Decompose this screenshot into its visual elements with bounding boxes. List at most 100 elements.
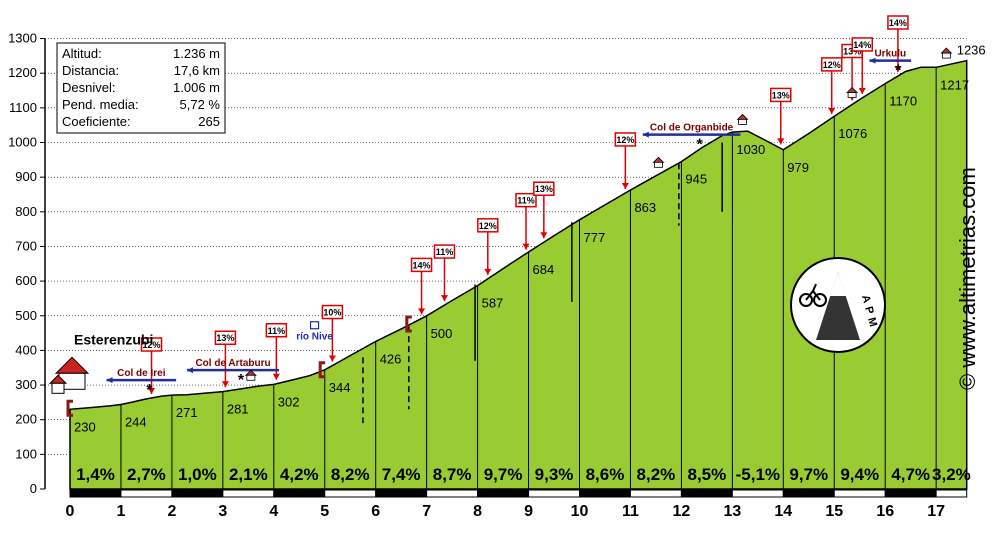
apm-logo: APM: [790, 257, 886, 353]
x-tick-label: 11: [622, 503, 639, 520]
stat-value-coefficient: 265: [198, 114, 220, 129]
arrow-head-icon: [777, 138, 785, 145]
arrow-head-icon: [484, 268, 492, 275]
grade-box-label: 14%: [889, 18, 907, 28]
km-bar-segment: [629, 489, 682, 498]
stat-label-altitude: Altitud:: [62, 46, 102, 61]
km-bar-segment: [273, 489, 326, 498]
x-tick-label: 4: [269, 503, 278, 520]
y-tick-label: 900: [15, 169, 37, 184]
km-altitude-label: 281: [227, 402, 249, 417]
y-tick-label: 1300: [8, 31, 37, 46]
grade-box-label: 11%: [436, 247, 454, 257]
km-bar-segment: [375, 489, 428, 498]
start-town-name: Esterenzubi: [74, 331, 153, 347]
house-icon: [309, 321, 320, 330]
km-bar-segment: [171, 489, 224, 498]
km-bar-segment: [477, 489, 530, 498]
segment-grade: 1,4%: [76, 465, 115, 484]
refuge-icon: [846, 86, 859, 93]
y-tick-label: 1200: [8, 65, 37, 80]
arrow-head-icon: [828, 107, 836, 114]
x-tick-label: 6: [371, 503, 380, 520]
grade-box-label: 13%: [216, 333, 234, 343]
refuge-icon: [654, 161, 663, 168]
pass-marker: Col de Irei *: [106, 368, 177, 399]
x-tick-label: 10: [571, 503, 589, 520]
extra-annotations: río Nive Esterenzubi: [48, 47, 953, 417]
y-tick-label: 500: [15, 308, 37, 323]
max-grade-marker: 13%: [533, 181, 555, 239]
km-bar-segment: [528, 489, 580, 498]
bracket-marker: [318, 361, 326, 379]
arrow-head-icon: [894, 66, 902, 73]
segment-grade: 8,5%: [688, 465, 727, 484]
km-altitude-label: 244: [125, 414, 147, 429]
pass-marker: Col de Organbide *: [642, 123, 741, 154]
km-altitude-label: 1217: [940, 77, 969, 92]
mountain-icon: [816, 272, 860, 340]
segment-grade: 1,0%: [178, 465, 217, 484]
km-bar-segment: [579, 489, 631, 498]
grade-box-label: 11%: [517, 196, 535, 206]
max-grade-marker: 12%: [477, 218, 499, 275]
refuge-icon: [847, 92, 857, 98]
river-label: río Nive: [296, 332, 333, 343]
arrow-left-icon: [642, 131, 649, 138]
segment-grade-labels: 1,4% 2,7% 1,0% 2,1% 4,2% 8,2% 7,4% 8,7% 9,7% 9,3%…: [76, 465, 971, 484]
arrow-left-icon: [106, 377, 113, 384]
km-altitude-label: 1236: [957, 43, 986, 58]
km-bar-segment: [426, 489, 479, 498]
segment-grade: 2,7%: [127, 465, 166, 484]
x-tick-label: 9: [524, 503, 533, 520]
segment-grade: 9,7%: [484, 465, 523, 484]
y-tick-label: 600: [15, 273, 37, 288]
pass-name: Col de Artaburu: [195, 358, 270, 369]
bracket-marker: [66, 399, 73, 417]
refuge-icon: [940, 47, 953, 54]
y-tick-label: 300: [15, 377, 37, 392]
grade-box-label: 13%: [772, 90, 790, 100]
km-altitude-label: 1170: [889, 94, 917, 109]
pass-name: Urkulu: [874, 49, 906, 60]
house-icon: [51, 382, 65, 394]
km-bar-segment: [731, 489, 784, 498]
bracket-marker: [405, 315, 412, 333]
stat-value-avg-grade: 5,72 %: [180, 97, 221, 112]
arrow-head-icon: [418, 308, 426, 315]
segment-grade: 4,2%: [280, 465, 319, 484]
stat-label-avg-grade: Pend. media:: [62, 97, 139, 112]
km-bar-segment: [222, 489, 275, 498]
km-altitude-label: 945: [685, 172, 707, 187]
km-altitude-label: 1030: [736, 142, 765, 157]
y-tick-label: 100: [15, 446, 37, 461]
segment-grade: 7,4%: [382, 465, 421, 484]
pass-name: Col de Irei: [117, 368, 166, 379]
max-grade-marker: 11%: [265, 323, 288, 380]
y-tick-label: 700: [15, 238, 37, 253]
grade-box-label: 11%: [268, 326, 286, 336]
km-altitude-label: 587: [482, 296, 504, 311]
km-bar-segment: [833, 489, 886, 498]
segment-grade: 9,4%: [840, 465, 879, 484]
x-tick-label: 2: [167, 503, 176, 520]
stat-label-coefficient: Coeficiente:: [62, 114, 131, 129]
pass-marker: Col de Artaburu *: [187, 358, 280, 389]
grade-box-label: 12%: [823, 60, 841, 70]
refuge-icon: [738, 119, 747, 125]
km-altitude-labels: 230 244 271 281 302 344 426 500 587 684 777 863 945 1…: [74, 43, 986, 435]
grade-box-label: 12%: [143, 340, 161, 350]
x-tick-label: 17: [927, 503, 945, 520]
max-grade-marker: 14%: [410, 257, 433, 315]
brand-watermark: © www.altimetrias.com: [955, 167, 980, 390]
pass-name: Col de Organbide: [650, 123, 734, 134]
arrow-head-icon: [328, 355, 336, 362]
arrow-head-icon: [272, 373, 280, 380]
refuge-icon: [246, 374, 256, 381]
arrow-head-icon: [221, 381, 229, 388]
km-altitude-label: 271: [176, 405, 198, 420]
max-grade-marker: 14%: [887, 15, 909, 73]
y-tick-label: 1100: [9, 100, 37, 115]
segment-grade: 9,3%: [535, 465, 574, 484]
x-axis: 0 1 2 3 4 5 6 7 8 9 10 11 12 13 14 15 16 17: [66, 489, 968, 520]
